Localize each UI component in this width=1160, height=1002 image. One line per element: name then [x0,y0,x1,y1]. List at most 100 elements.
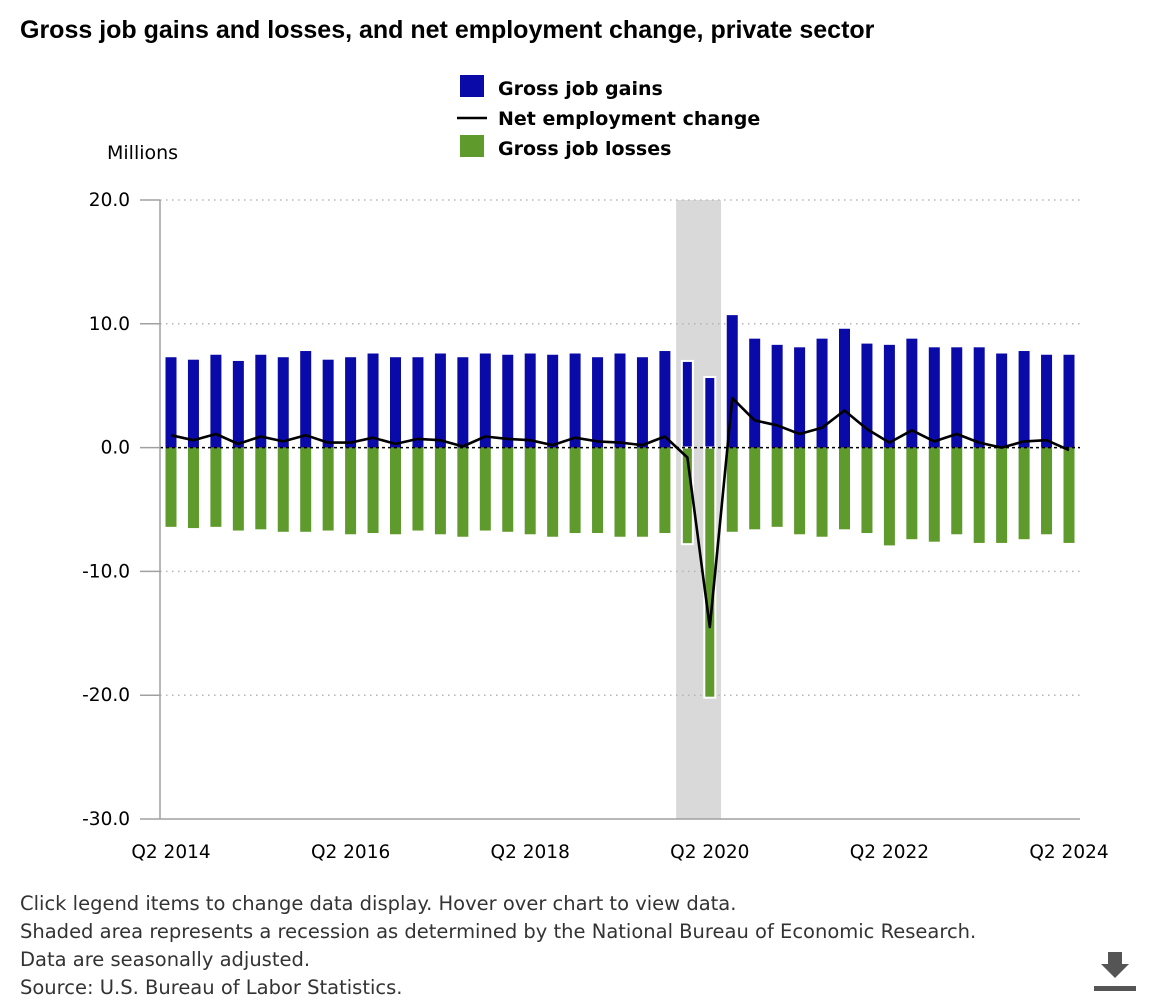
gross-job-gains-bar[interactable] [951,347,963,448]
gross-job-losses-bar[interactable] [906,447,918,540]
gross-job-losses-bar[interactable] [816,447,828,537]
gross-job-gains-bar[interactable] [569,353,581,448]
gross-job-losses-bar[interactable] [1041,447,1053,535]
gross-job-gains-bar[interactable] [726,315,738,448]
gross-job-losses-bar[interactable] [210,447,222,527]
legend-swatch-gains [460,75,484,97]
gross-job-gains-bar[interactable] [883,344,895,448]
chart-notes: Click legend items to change data displa… [20,890,976,1002]
gross-job-losses-bar[interactable] [726,447,738,532]
gross-job-gains-bar[interactable] [749,338,761,448]
gross-job-gains-bar[interactable] [457,357,469,448]
chart-title: Gross job gains and losses, and net empl… [20,16,875,44]
gross-job-gains-bar[interactable] [861,343,873,448]
gross-job-gains-bar[interactable] [255,354,267,448]
gross-job-losses-bar[interactable] [390,447,401,535]
gross-job-losses-bar[interactable] [300,447,312,532]
note-interaction: Click legend items to change data displa… [20,892,737,915]
chart-area[interactable]: 20.010.00.0-10.0-20.0-30.0 Q2 2014 Q2 201… [0,0,1160,880]
gross-job-losses-bar[interactable] [277,447,289,532]
gross-job-gains-bar[interactable] [1018,351,1030,448]
net-employment-change-line[interactable] [170,396,1070,629]
gross-job-gains-bar[interactable] [434,353,446,448]
gross-job-gains-bar[interactable] [996,353,1008,448]
gross-job-losses-bar[interactable] [839,447,850,530]
gross-job-losses-bar[interactable] [434,447,446,535]
gross-job-losses-bar[interactable] [524,447,536,535]
gross-job-gains-bar[interactable] [680,359,694,449]
gross-job-gains-bar[interactable] [412,357,424,448]
legend-label-net: Net employment change [498,108,760,130]
gross-job-gains-bar[interactable] [345,357,357,448]
gross-job-gains-bar[interactable] [187,359,199,448]
gross-job-losses-bar[interactable] [412,447,424,531]
gross-job-losses-bar[interactable] [883,447,895,546]
gross-job-losses-bar[interactable] [322,447,334,531]
gross-job-losses-bar[interactable] [771,447,783,527]
gross-job-losses-bar[interactable] [659,447,671,534]
gross-job-losses-bar[interactable] [1063,447,1075,543]
gross-job-gains-bar[interactable] [210,354,222,448]
gross-job-gains-bar[interactable] [390,357,401,448]
gross-job-losses-bar[interactable] [703,446,717,699]
gross-job-gains-bar[interactable] [614,353,626,448]
gross-job-gains-bar[interactable] [277,357,289,448]
gross-job-losses-bar[interactable] [951,447,963,535]
gross-job-losses-bar[interactable] [165,447,177,527]
gross-job-losses-bar[interactable] [1018,447,1030,540]
legend-label-losses: Gross job losses [498,138,671,160]
gross-job-gains-bar[interactable] [300,351,312,448]
gross-job-gains-bar[interactable] [1041,354,1053,448]
gross-job-gains-bar[interactable] [816,338,828,448]
gross-job-gains-bar[interactable] [659,351,671,448]
gross-job-losses-bar[interactable] [457,447,469,537]
gross-job-losses-bar[interactable] [592,447,604,534]
gross-job-losses-bars[interactable] [165,446,1075,699]
note-source: Source: U.S. Bureau of Labor Statistics. [20,976,403,999]
gross-job-gains-bar[interactable] [547,354,559,448]
gross-job-losses-bar[interactable] [479,447,491,531]
gross-job-gains-bar[interactable] [502,354,514,448]
gross-job-losses-bar[interactable] [749,447,761,530]
gross-job-gains-bar[interactable] [524,353,536,448]
gross-job-losses-bar[interactable] [345,447,357,535]
gross-job-losses-bar[interactable] [232,447,244,531]
gross-job-losses-bar[interactable] [502,447,514,532]
gross-job-gains-bar[interactable] [592,357,604,448]
gross-job-gains-bar[interactable] [839,328,850,448]
gross-job-losses-bar[interactable] [794,447,806,535]
gross-job-losses-bar[interactable] [973,447,985,543]
gross-job-gains-bar[interactable] [794,347,806,448]
gross-job-gains-bar[interactable] [367,353,379,448]
x-tick-label: Q2 2024 [1029,842,1108,863]
gross-job-losses-bar[interactable] [187,447,199,529]
gross-job-gains-bar[interactable] [232,360,244,448]
legend-item-gross-job-losses[interactable]: Gross job losses [460,135,671,160]
gross-job-gains-bar[interactable] [165,357,177,448]
gross-job-gains-bar[interactable] [771,344,783,448]
gross-job-gains-bar[interactable] [928,347,940,448]
gross-job-gains-bar[interactable] [479,353,491,448]
gross-job-gains-bar[interactable] [1063,354,1075,448]
gross-job-gains-bar[interactable] [322,359,334,448]
gross-job-losses-bar[interactable] [547,447,559,537]
download-button[interactable] [1092,950,1138,994]
legend-item-net-employment-change[interactable]: Net employment change [457,108,760,130]
gross-job-losses-bar[interactable] [928,447,940,542]
gross-job-losses-bar[interactable] [569,447,581,534]
gross-job-gains-bar[interactable] [906,338,918,448]
gross-job-losses-bar[interactable] [614,447,626,537]
gross-job-gains-bar[interactable] [703,376,717,449]
gross-job-gains-bars[interactable] [165,315,1075,449]
gross-job-losses-bar[interactable] [636,447,648,537]
gross-job-losses-bar[interactable] [996,447,1008,543]
note-recession: Shaded area represents a recession as de… [20,920,977,943]
legend-item-gross-job-gains[interactable]: Gross job gains [460,75,663,100]
gross-job-gains-bar[interactable] [636,357,648,448]
legend: Gross job gains Net employment change Gr… [457,75,760,160]
gross-job-losses-bar[interactable] [367,447,379,534]
gross-job-gains-bar[interactable] [973,347,985,448]
gross-job-losses-bar[interactable] [861,447,873,534]
y-tick-label: -20.0 [82,685,130,706]
gross-job-losses-bar[interactable] [255,447,267,530]
